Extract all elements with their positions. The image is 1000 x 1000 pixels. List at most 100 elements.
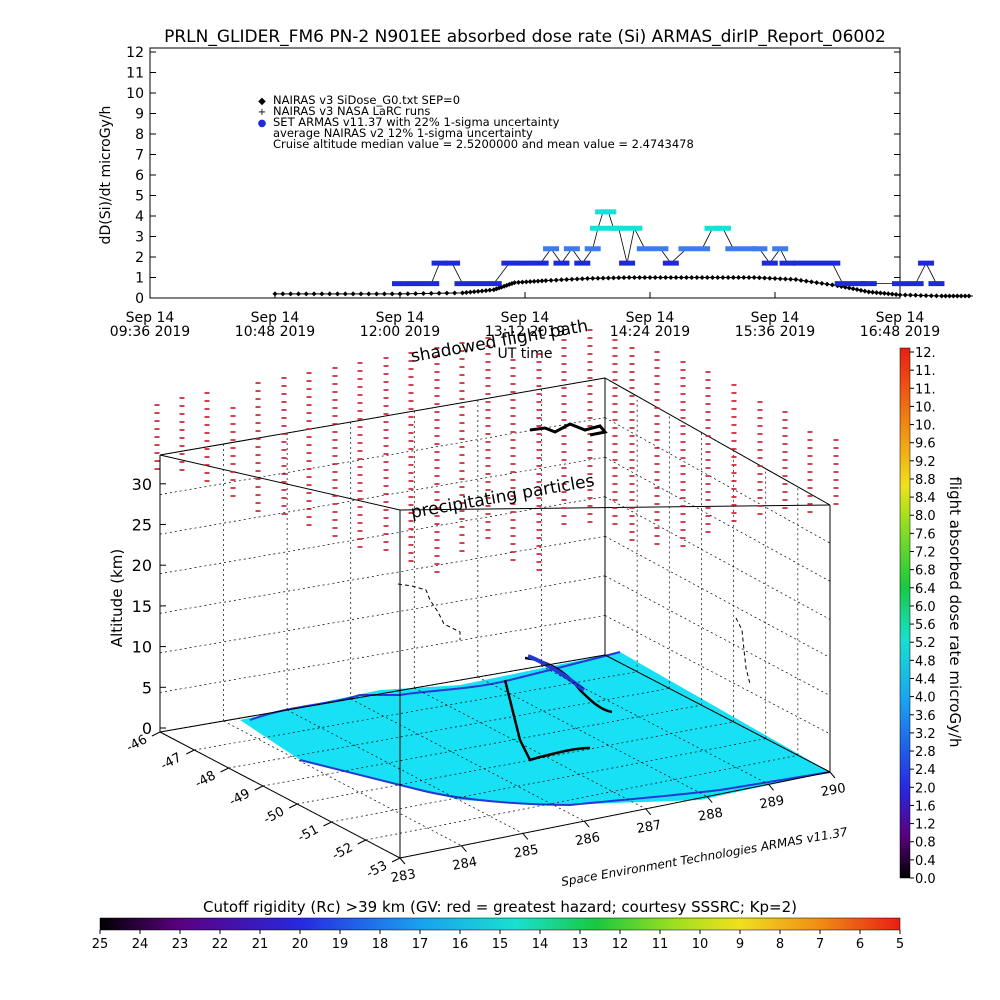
nairas-marker [553, 277, 559, 283]
nairas-marker [657, 275, 663, 280]
dose-colorbar-tick-label: 6.8 [915, 564, 936, 579]
box-edge [604, 377, 831, 506]
nairas-marker [954, 293, 960, 299]
longitude-tick-label: 286 [574, 830, 601, 849]
altitude-tick-label: 15 [132, 597, 152, 616]
timeseries-x-tick-date: Sep 14 [751, 310, 800, 326]
nairas-marker [798, 277, 804, 283]
nairas-marker [452, 290, 458, 296]
rigidity-colorbar-ticks: 25 24 23 22 21 20 19 18 17 16 15 14 13 12 11 10 9 8 7 6 5 [92, 930, 904, 952]
dose-colorbar-tick-label: 2.8 [915, 745, 936, 760]
dose-colorbar-tick-label: 1.6 [915, 799, 936, 814]
dose-colorbar-label: flight absorbed dose rate microGy/h [946, 476, 964, 747]
dose-colorbar-ticks: 0.0 0.4 0.8 1.2 1.6 2.0 2.4 2.8 3.2 3.6 4.0 4.4 4.8 5… [910, 346, 936, 887]
nairas-marker [720, 275, 726, 280]
nairas-marker [928, 293, 934, 299]
grid-line-left-wall-horizontal [159, 615, 606, 693]
nairas-marker [471, 289, 477, 295]
nairas-marker [616, 275, 622, 281]
dose-colorbar-tick-label: 5.2 [915, 636, 936, 651]
nairas-marker [642, 275, 648, 280]
nairas-marker [527, 279, 533, 285]
timeseries-y-tick-label: 4 [135, 209, 144, 225]
nairas-marker [866, 289, 872, 295]
dose-colorbar-tick-label: 0.4 [915, 854, 936, 869]
nairas-marker [907, 292, 913, 298]
timeseries-x-tick-time: 13:12 2019 [485, 324, 565, 340]
timeseries-y-tick-label: 2 [135, 250, 144, 266]
altitude-tick-label: 10 [132, 638, 152, 657]
nairas-marker [595, 275, 601, 281]
nairas-marker [420, 291, 426, 297]
nairas-marker [902, 292, 908, 298]
dose-colorbar-tick-label: 2.4 [915, 763, 936, 778]
nairas-marker [824, 281, 830, 287]
longitude-tick [461, 845, 467, 853]
rigidity-colorbar-tick-label: 24 [132, 937, 149, 952]
nairas-marker [319, 291, 325, 297]
altitude-ticks: 0 5 10 15 20 25 30 [132, 475, 166, 738]
credit-text: Space Environment Technologies ARMAS v11… [560, 825, 849, 889]
timeseries-x-tick-date: Sep 14 [376, 310, 425, 326]
latitude-tick [186, 749, 195, 755]
nairas-marker [535, 278, 541, 284]
nairas-marker [710, 275, 715, 280]
grid-line-floor [262, 704, 702, 787]
nairas-marker [808, 279, 814, 285]
dose-colorbar-tick-label: 4.8 [915, 654, 936, 669]
nairas-marker [663, 275, 669, 280]
altitude-tick-label: 5 [142, 678, 152, 697]
latitude-tick-label: -53 [364, 858, 390, 881]
nairas-marker [730, 275, 736, 280]
flight-track-blue [527, 654, 586, 692]
legend-entry: NAIRAS v3 NASA LaRC runs [273, 104, 430, 118]
longitude-ticks: 283 284 285 286 287 288 289 290 [390, 771, 847, 886]
dose-colorbar-tick-label: 7.6 [915, 527, 936, 542]
altitude-tick-label: 30 [132, 475, 152, 494]
nairas-marker [647, 275, 653, 280]
dose-colorbar-tick-label: 4.4 [915, 672, 936, 687]
nairas-marker [475, 288, 481, 294]
nairas-marker [374, 291, 380, 297]
grid-line-right-wall-horizontal [604, 456, 831, 582]
nairas-marker [913, 292, 919, 298]
longitude-tick [522, 833, 529, 840]
nairas-marker [918, 292, 924, 298]
grid-line-floor [350, 698, 585, 822]
nairas-marker [389, 291, 395, 297]
timeseries-y-tick-label: 0 [135, 291, 144, 307]
nairas-marker [543, 278, 549, 284]
legend-marker: + [258, 107, 266, 118]
box-edge [159, 377, 606, 456]
nairas-marker [814, 280, 820, 286]
dose-colorbar-tick-label: 3.6 [915, 709, 936, 724]
rigidity-colorbar-tick-label: 9 [736, 937, 744, 952]
dose-colorbar-tick-label: 12. [915, 346, 936, 361]
nairas-marker [736, 275, 742, 280]
nairas-marker [467, 289, 473, 295]
nairas-marker [626, 275, 632, 280]
nairas-marker [694, 275, 700, 280]
coastline-outline [249, 651, 831, 807]
timeseries-x-tick-time: 14:24 2019 [610, 324, 690, 340]
nairas-marker [756, 275, 762, 281]
dose-colorbar-tick-label: 0.8 [915, 836, 936, 851]
nairas-marker [311, 291, 317, 297]
legend-marker: ● [258, 118, 267, 129]
nairas-marker [741, 275, 747, 280]
rigidity-colorbar-tick-label: 12 [612, 937, 629, 952]
timeseries-x-tick-time: 09:36 2019 [110, 324, 190, 340]
rigidity-colorbar-tick-label: 25 [92, 937, 109, 952]
nairas-marker [683, 275, 689, 280]
nairas-marker [704, 275, 710, 280]
flight-path-projection-wall [397, 583, 461, 640]
nairas-marker [574, 276, 580, 282]
dose-colorbar-tick-label: 8.0 [915, 509, 936, 524]
box-edge [159, 731, 401, 859]
timeseries-x-tick-time: 12:00 2019 [360, 324, 440, 340]
timeseries-y-tick-label: 8 [135, 127, 144, 143]
